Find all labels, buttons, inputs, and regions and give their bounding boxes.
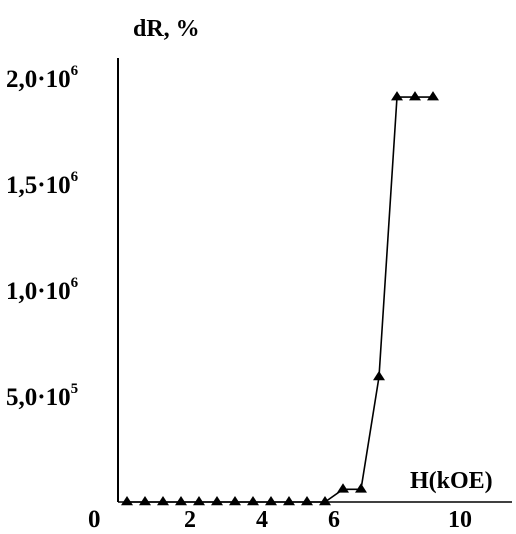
data-point-0 xyxy=(121,496,133,506)
data-point-15 xyxy=(391,91,403,101)
data-point-12 xyxy=(337,483,349,493)
x-axis-title: H(kOE) xyxy=(410,468,493,494)
data-point-9 xyxy=(283,496,295,506)
data-series xyxy=(121,91,439,506)
x-tick-label-3: 10 xyxy=(448,507,472,533)
data-point-2 xyxy=(157,496,169,506)
x-tick-label-1: 4 xyxy=(256,507,268,533)
data-point-8 xyxy=(265,496,277,506)
data-point-3 xyxy=(175,496,187,506)
y-tick-labels: 5,0·105 1,0·106 1,5·106 2,0·106 xyxy=(6,63,79,411)
data-point-4 xyxy=(193,496,205,506)
data-point-6 xyxy=(229,496,241,506)
data-point-10 xyxy=(301,496,313,506)
y-axis-title: dR, % xyxy=(133,16,200,42)
data-point-17 xyxy=(427,91,439,101)
data-point-1 xyxy=(139,496,151,506)
x-tick-labels: 2 4 6 10 xyxy=(184,507,472,533)
y-tick-label-0: 5,0·105 xyxy=(6,381,78,411)
y-tick-label-2: 1,5·106 xyxy=(6,169,79,199)
data-point-11 xyxy=(319,496,331,506)
data-point-13 xyxy=(355,483,367,493)
series-line-0 xyxy=(127,96,433,503)
y-tick-label-3: 2,0·106 xyxy=(6,63,79,93)
data-point-14 xyxy=(373,370,385,381)
data-point-7 xyxy=(247,496,259,506)
data-point-16 xyxy=(409,91,421,101)
y-tick-label-1: 1,0·106 xyxy=(6,275,79,305)
origin-label: 0 xyxy=(88,506,101,533)
x-tick-label-0: 2 xyxy=(184,507,196,533)
x-tick-label-2: 6 xyxy=(328,507,340,533)
data-point-5 xyxy=(211,496,223,506)
